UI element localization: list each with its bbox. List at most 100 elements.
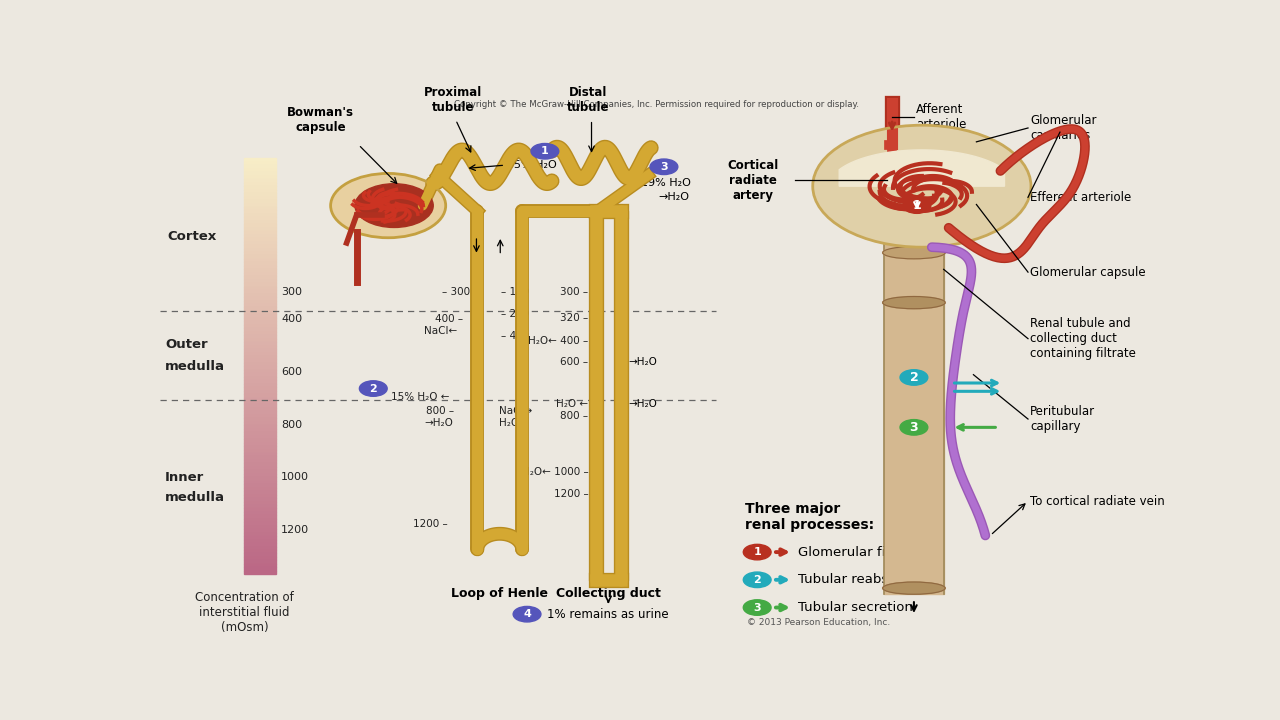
- Bar: [244, 363, 276, 366]
- Text: – 100: – 100: [502, 287, 530, 297]
- Text: 320 –: 320 –: [561, 312, 589, 323]
- Text: 600: 600: [282, 367, 302, 377]
- Bar: [244, 245, 276, 248]
- Text: H₂O← 1000 –: H₂O← 1000 –: [522, 467, 589, 477]
- Bar: [244, 464, 276, 467]
- Bar: [244, 391, 276, 394]
- Bar: [244, 269, 276, 273]
- Circle shape: [902, 198, 931, 213]
- Bar: [244, 366, 276, 370]
- Bar: [244, 411, 276, 415]
- Bar: [244, 394, 276, 397]
- Bar: [244, 349, 276, 353]
- Bar: [244, 342, 276, 346]
- Text: 1200: 1200: [282, 525, 310, 535]
- Bar: [244, 231, 276, 235]
- Circle shape: [360, 381, 387, 396]
- Bar: [244, 439, 276, 443]
- Text: 800 –: 800 –: [425, 406, 453, 415]
- Text: 800 –: 800 –: [561, 411, 589, 421]
- Text: 3: 3: [660, 162, 668, 172]
- Text: Urine: Urine: [899, 508, 936, 522]
- Bar: [244, 460, 276, 464]
- Bar: [244, 467, 276, 470]
- Bar: [244, 328, 276, 332]
- Bar: [244, 259, 276, 262]
- Bar: [244, 262, 276, 266]
- Bar: [244, 210, 276, 214]
- Text: 600 –: 600 –: [561, 357, 589, 367]
- Bar: [244, 397, 276, 401]
- Bar: [884, 236, 943, 594]
- Bar: [244, 336, 276, 338]
- Bar: [244, 405, 276, 408]
- Bar: [244, 186, 276, 189]
- Bar: [244, 516, 276, 519]
- Bar: [244, 158, 276, 162]
- Bar: [244, 166, 276, 169]
- Text: 2: 2: [910, 371, 918, 384]
- Text: →H₂O: →H₂O: [425, 418, 453, 428]
- Text: →H₂O: →H₂O: [658, 192, 689, 202]
- Text: 400 –: 400 –: [435, 314, 463, 324]
- Bar: [244, 533, 276, 536]
- Bar: [244, 290, 276, 294]
- Circle shape: [744, 572, 771, 588]
- Bar: [244, 193, 276, 197]
- Bar: [244, 200, 276, 204]
- Bar: [244, 297, 276, 300]
- Bar: [244, 422, 276, 426]
- Text: 400: 400: [282, 314, 302, 324]
- Text: H₂O: H₂O: [499, 418, 520, 428]
- Text: Bowman's
capsule: Bowman's capsule: [287, 106, 355, 133]
- Circle shape: [531, 143, 559, 159]
- Circle shape: [900, 369, 928, 385]
- Bar: [244, 380, 276, 384]
- Bar: [244, 432, 276, 436]
- Bar: [244, 487, 276, 491]
- Bar: [244, 242, 276, 245]
- Text: Renal tubule and
collecting duct
containing filtrate: Renal tubule and collecting duct contain…: [1030, 317, 1135, 360]
- Bar: [244, 238, 276, 242]
- Text: – 200: – 200: [502, 309, 530, 319]
- Circle shape: [355, 184, 433, 228]
- Bar: [244, 491, 276, 495]
- Bar: [244, 332, 276, 336]
- Circle shape: [330, 174, 445, 238]
- Bar: [244, 370, 276, 373]
- Text: Afferent
arteriole: Afferent arteriole: [916, 104, 966, 132]
- Text: 300 –: 300 –: [561, 287, 589, 297]
- Text: 3: 3: [754, 603, 762, 613]
- Bar: [244, 311, 276, 315]
- Bar: [244, 346, 276, 349]
- Bar: [244, 401, 276, 405]
- Bar: [244, 519, 276, 522]
- Bar: [244, 481, 276, 484]
- Bar: [244, 256, 276, 259]
- Bar: [244, 179, 276, 183]
- Bar: [244, 280, 276, 283]
- Bar: [244, 300, 276, 304]
- Bar: [244, 321, 276, 325]
- Bar: [244, 183, 276, 186]
- Bar: [244, 470, 276, 474]
- Text: Cortical
radiate
artery: Cortical radiate artery: [727, 158, 778, 202]
- Bar: [244, 235, 276, 238]
- Bar: [244, 248, 276, 252]
- Ellipse shape: [883, 247, 945, 258]
- Text: 2: 2: [754, 575, 762, 585]
- Bar: [244, 304, 276, 307]
- Bar: [244, 453, 276, 456]
- Bar: [244, 325, 276, 328]
- Text: H₂O← 400 –: H₂O← 400 –: [529, 336, 589, 346]
- Text: Proximal
tubule: Proximal tubule: [424, 86, 481, 114]
- Bar: [244, 512, 276, 516]
- Text: 19% H₂O: 19% H₂O: [641, 178, 691, 188]
- Bar: [244, 474, 276, 477]
- Text: © 2013 Pearson Education, Inc.: © 2013 Pearson Education, Inc.: [748, 618, 891, 627]
- Bar: [244, 436, 276, 439]
- Text: Inner: Inner: [165, 471, 205, 484]
- Text: 1: 1: [541, 146, 549, 156]
- Text: medulla: medulla: [165, 360, 225, 373]
- Text: →H₂O: →H₂O: [628, 398, 657, 408]
